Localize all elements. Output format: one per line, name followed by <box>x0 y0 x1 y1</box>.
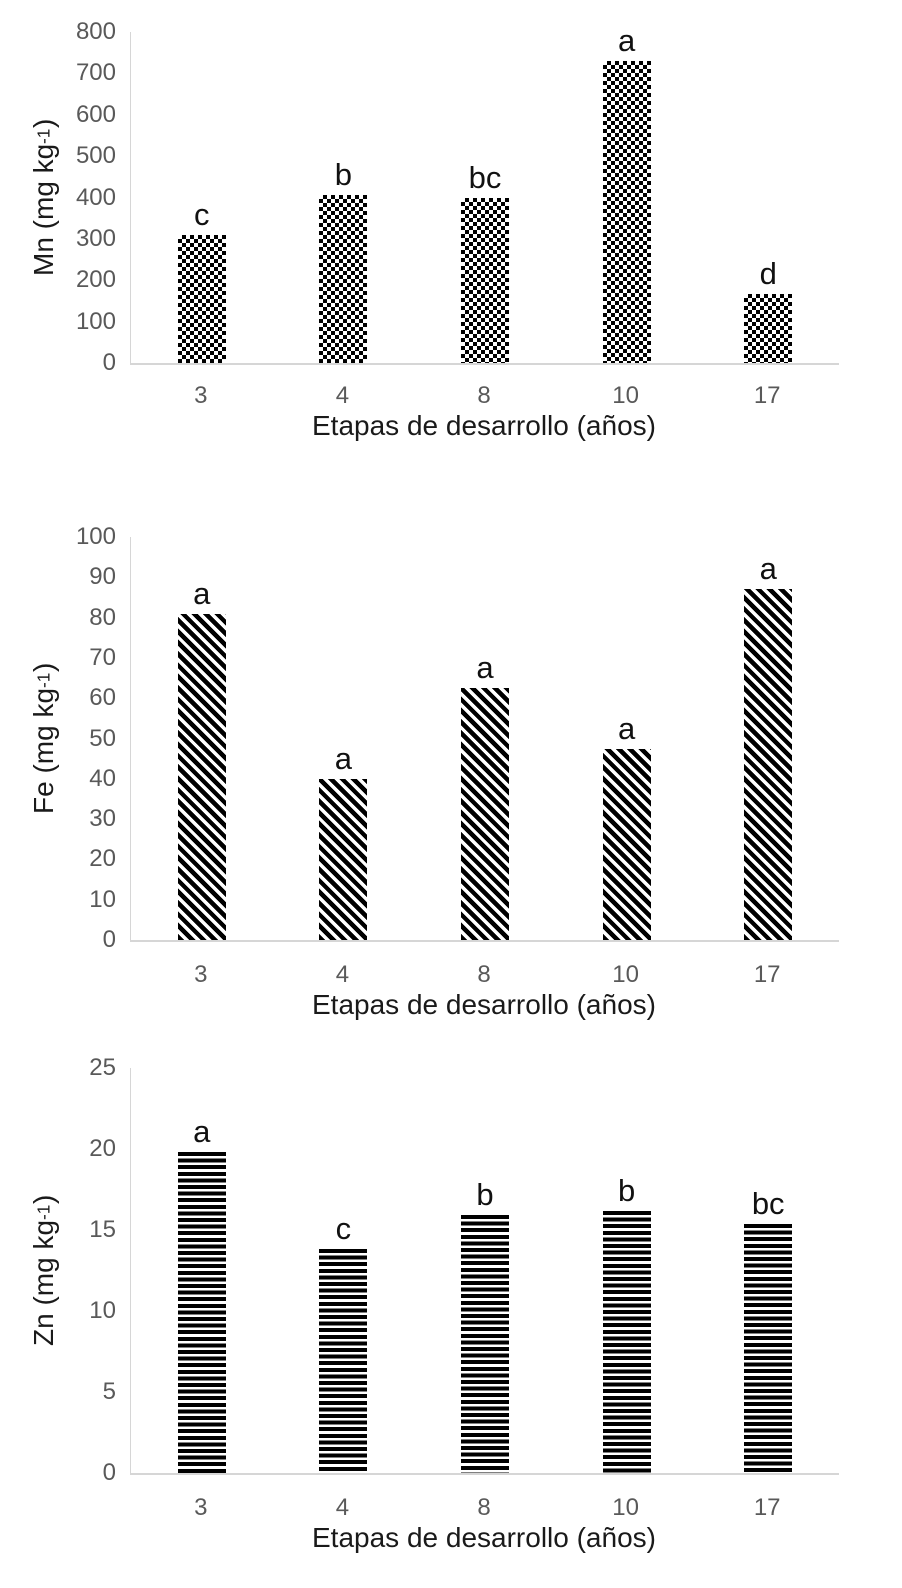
zn-x-tick-label: 17 <box>753 1494 781 1521</box>
mn-y-tick-label: 500 <box>75 142 116 170</box>
mn-x-axis-ticks: 3 4 8 10 17 <box>130 375 838 408</box>
fe-y-tick-label: 90 <box>89 563 116 591</box>
fe-y-title-close: ) <box>28 663 59 673</box>
zn-y-tick-label: 10 <box>89 1297 116 1324</box>
zn-x-tick-label: 10 <box>612 1494 639 1521</box>
zn-y-title-text: Zn (mg kg <box>28 1219 59 1346</box>
mn-bar-3: c <box>177 199 226 363</box>
mn-sig-letter-8: bc <box>468 160 502 196</box>
mn-y-tick-label: 400 <box>75 183 116 211</box>
zn-sig-letter-3: a <box>193 1114 211 1150</box>
fe-sig-letter-10: a <box>617 710 636 746</box>
mn-bar-4: b <box>319 159 368 363</box>
mn-x-tick-label: 17 <box>753 382 781 409</box>
zn-bar-4: c <box>319 1213 368 1473</box>
fe-sig-letter-4: a <box>334 740 353 776</box>
zn-bar-chart: Zn (mg kg -1) 0 5 10 15 20 25 a c b b bc 3 4 8 10 17 Et… <box>0 1048 902 1553</box>
zn-y-tick-label: 25 <box>89 1054 116 1081</box>
mn-y-tick-label: 100 <box>75 307 116 335</box>
zn-y-title-exponent: -1 <box>33 1204 54 1220</box>
zn-sig-letter-17: bc <box>751 1185 785 1221</box>
zn-sig-letter-8: b <box>476 1177 494 1213</box>
mn-x-tick-label: 10 <box>612 382 639 409</box>
fe-y-title-exponent: -1 <box>33 672 54 688</box>
mn-y-tick-label: 600 <box>75 100 116 128</box>
zn-bar-3: a <box>177 1116 226 1473</box>
fe-bar-chart: Fe (mg kg -1) 0 10 20 30 40 50 60 70 80 90 100 a a a a a… <box>0 517 902 1020</box>
fe-y-tick-label: 40 <box>89 764 116 792</box>
mn-x-tick-label: 4 <box>335 382 350 409</box>
fe-x-tick-label: 3 <box>194 961 208 988</box>
mn-x-tick-label: 3 <box>194 382 208 409</box>
zn-sig-letter-10: b <box>617 1172 636 1208</box>
fe-plot-area: 0 10 20 30 40 50 60 70 80 90 100 a a a a a <box>76 525 839 952</box>
mn-y-tick-label: 800 <box>75 18 116 45</box>
zn-bar-10: b <box>602 1175 651 1473</box>
mn-bar-8: bc <box>461 162 509 363</box>
mn-bar-chart: Mn (mg kg -1) 0 100 200 300 400 500 600 700 800 c b… <box>0 12 902 441</box>
zn-x-tick-label: 4 <box>335 1494 350 1521</box>
mn-y-tick-label: 700 <box>75 59 116 87</box>
mn-y-tick-label: 0 <box>102 349 116 376</box>
fe-x-tick-label: 10 <box>612 961 639 988</box>
fe-sig-letter-17: a <box>759 551 777 587</box>
fe-y-tick-label: 80 <box>89 603 116 631</box>
mn-y-tick-label: 300 <box>75 224 116 252</box>
mn-sig-letter-10: a <box>617 22 636 58</box>
mn-x-axis-title: Etapas de desarrollo (años) <box>312 410 656 441</box>
mn-y-axis-title: Mn (mg kg -1) <box>24 32 64 363</box>
mn-y-title-close: ) <box>28 119 59 129</box>
fe-y-tick-label: 10 <box>89 885 116 913</box>
mn-sig-letter-4: b <box>334 157 353 193</box>
zn-bar-8: b <box>461 1179 509 1473</box>
zn-y-tick-label: 20 <box>89 1135 116 1162</box>
zn-sig-letter-4: c <box>335 1211 352 1247</box>
mn-plot-area: 0 100 200 300 400 500 600 700 800 c b bc a d <box>76 20 839 375</box>
zn-y-tick-label: 5 <box>102 1378 116 1405</box>
zn-y-tick-label: 0 <box>102 1459 116 1486</box>
fe-y-tick-label: 100 <box>75 523 116 550</box>
mn-bar-10: a <box>602 25 651 363</box>
fe-bar-10: a <box>602 713 651 940</box>
fe-x-tick-label: 4 <box>335 961 350 988</box>
fe-y-tick-label: 20 <box>89 845 116 873</box>
mn-sig-letter-3: c <box>194 196 210 232</box>
fe-x-tick-label: 8 <box>477 961 491 988</box>
zn-x-axis-title: Etapas de desarrollo (años) <box>312 1522 656 1553</box>
zn-x-axis-ticks: 3 4 8 10 17 <box>130 1487 838 1520</box>
fe-bar-4: a <box>319 743 368 940</box>
fe-y-tick-label: 0 <box>102 926 116 953</box>
fe-y-tick-label: 60 <box>89 684 116 712</box>
fe-y-title-text: Fe (mg kg <box>28 687 59 814</box>
fe-x-axis-title: Etapas de desarrollo (años) <box>312 989 656 1020</box>
mn-y-title-text: Mn (mg kg <box>28 143 59 277</box>
mn-y-title-exponent: -1 <box>33 128 54 144</box>
fe-x-tick-label: 17 <box>753 961 781 988</box>
fe-x-axis-ticks: 3 4 8 10 17 <box>130 954 838 987</box>
fe-y-tick-label: 30 <box>89 805 116 833</box>
fe-bar-17: a <box>744 553 793 940</box>
zn-y-tick-label: 15 <box>89 1216 116 1243</box>
fe-y-tick-label: 50 <box>89 724 116 752</box>
fe-sig-letter-8: a <box>476 650 494 686</box>
zn-y-title-close: ) <box>28 1195 59 1205</box>
fe-bar-8: a <box>461 652 509 940</box>
zn-y-axis-title: Zn (mg kg -1) <box>24 1068 64 1473</box>
zn-bar-17: bc <box>744 1188 793 1473</box>
fe-bar-3: a <box>177 578 226 940</box>
mn-x-tick-label: 8 <box>477 382 491 409</box>
fe-y-tick-label: 70 <box>89 643 116 671</box>
mn-y-tick-label: 200 <box>75 266 116 294</box>
fe-sig-letter-3: a <box>193 575 211 611</box>
mn-bar-17: d <box>744 258 793 363</box>
zn-x-tick-label: 8 <box>477 1494 491 1521</box>
zn-x-tick-label: 3 <box>194 1494 208 1521</box>
fe-y-axis-title: Fe (mg kg -1) <box>24 537 64 940</box>
zn-plot-area: 0 5 10 15 20 25 a c b b bc <box>89 1056 839 1485</box>
mn-sig-letter-17: d <box>759 255 777 291</box>
